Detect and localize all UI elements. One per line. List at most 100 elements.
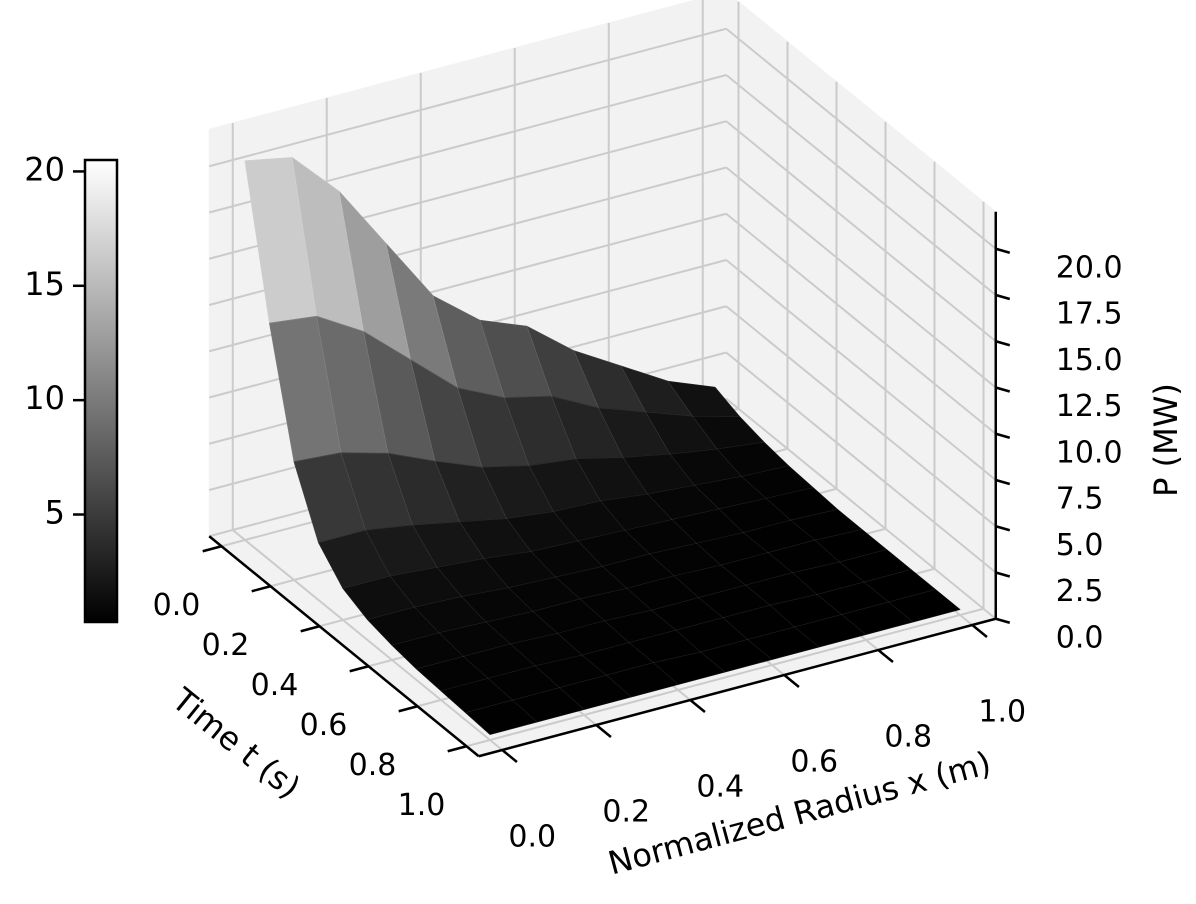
grid-line <box>466 607 984 748</box>
surface-mesh <box>626 575 700 611</box>
surface-mesh <box>554 566 628 600</box>
surface-mesh <box>887 589 961 623</box>
surface-mesh <box>269 315 342 463</box>
colorbar-tick-label: 20 <box>24 150 65 188</box>
surface-mesh <box>291 156 364 333</box>
surface-mesh <box>601 553 675 589</box>
z-tick-label: 15.0 <box>1056 343 1123 378</box>
surface-mesh <box>673 564 747 598</box>
surface-mesh <box>816 581 890 615</box>
surface-mesh <box>652 651 726 685</box>
surface-mesh <box>605 662 679 698</box>
surface-mesh <box>558 674 632 710</box>
surface-mesh <box>863 569 937 603</box>
grid-line <box>208 27 727 168</box>
surface-mesh <box>550 395 624 460</box>
y-tick <box>202 545 222 553</box>
surface-mesh <box>691 415 765 450</box>
surface-mesh <box>697 584 771 618</box>
x-tick-label: 1.0 <box>978 695 1026 730</box>
y-tick <box>251 585 271 593</box>
surface-mesh <box>534 654 608 688</box>
surface-mesh <box>581 642 655 676</box>
surface-mesh <box>838 549 912 583</box>
surface-mesh <box>342 575 416 620</box>
surface-mesh <box>434 460 508 523</box>
z-tick-label: 5.0 <box>1056 528 1104 563</box>
surface-mesh <box>720 552 794 586</box>
x-tick <box>689 699 706 713</box>
surface-mesh <box>413 596 487 634</box>
surface-mesh <box>528 458 602 513</box>
z-tick <box>995 617 1011 624</box>
y-tick-label: 0.8 <box>349 748 397 783</box>
z-tick-label: 10.0 <box>1056 435 1123 470</box>
surface-mesh <box>789 509 863 541</box>
surface-mesh <box>504 395 577 467</box>
surface-mesh <box>462 643 536 679</box>
z-tick <box>995 525 1011 532</box>
surface <box>244 156 961 735</box>
surface-mesh <box>667 380 741 417</box>
surface-mesh <box>460 587 534 623</box>
y-tick <box>349 665 369 673</box>
x-axis-line <box>478 617 997 758</box>
surface-mesh <box>456 387 530 468</box>
surface-mesh <box>532 598 606 634</box>
grid-line <box>725 74 997 296</box>
surface-mesh <box>669 448 743 486</box>
surface-mesh <box>415 656 489 692</box>
surface-mesh <box>577 529 651 567</box>
surface-patch <box>465 699 538 735</box>
surface-mesh <box>511 687 585 723</box>
surface-mesh <box>579 587 653 622</box>
surface-mesh <box>340 452 413 531</box>
surface-mesh <box>716 441 790 477</box>
z-tick <box>995 386 1011 393</box>
surface-mesh <box>481 465 555 519</box>
y-tick-label: 0.0 <box>153 588 201 623</box>
surface-mesh <box>338 190 412 361</box>
x-tick-label: 0.8 <box>884 720 932 755</box>
surface-mesh <box>317 529 391 589</box>
surface-mesh <box>364 524 438 577</box>
z-tick <box>995 293 1011 301</box>
surface-mesh <box>573 350 647 413</box>
x-tick <box>971 624 988 638</box>
y-tick-label: 0.6 <box>300 708 348 743</box>
y-tick-label: 0.2 <box>202 628 250 663</box>
surface-mesh <box>507 576 581 612</box>
surface-mesh <box>744 572 818 606</box>
surface-mesh <box>699 639 773 673</box>
surface-mesh <box>620 365 694 417</box>
surface-mesh <box>575 457 649 502</box>
grid-line <box>725 212 997 435</box>
surface-mesh <box>436 558 510 597</box>
surface-mesh <box>599 493 673 531</box>
surface-mesh <box>624 519 698 555</box>
surface-mesh <box>411 521 485 568</box>
x-tick <box>783 674 800 688</box>
surface-mesh <box>387 452 461 526</box>
z-tick <box>995 340 1011 347</box>
surface-mesh <box>316 315 389 454</box>
z-tick-label: 7.5 <box>1056 482 1104 517</box>
surface-mesh <box>440 677 514 713</box>
z-tick-label: 0.0 <box>1056 620 1104 655</box>
x-tick <box>501 749 518 763</box>
surface-mesh <box>675 617 749 653</box>
surface-mesh <box>244 157 317 324</box>
y-axis-line <box>208 535 480 758</box>
z-tick <box>995 571 1011 578</box>
surface-mesh <box>742 519 816 553</box>
surface-mesh <box>458 518 532 559</box>
y-tick <box>300 625 320 633</box>
x-tick-label: 0.0 <box>508 820 556 855</box>
surface-mesh <box>366 606 440 646</box>
grid-line <box>725 166 997 389</box>
x-tick <box>877 649 894 663</box>
colorbar-tick-label: 5 <box>45 494 65 532</box>
surface-mesh <box>385 242 459 389</box>
surface-mesh <box>740 465 814 499</box>
